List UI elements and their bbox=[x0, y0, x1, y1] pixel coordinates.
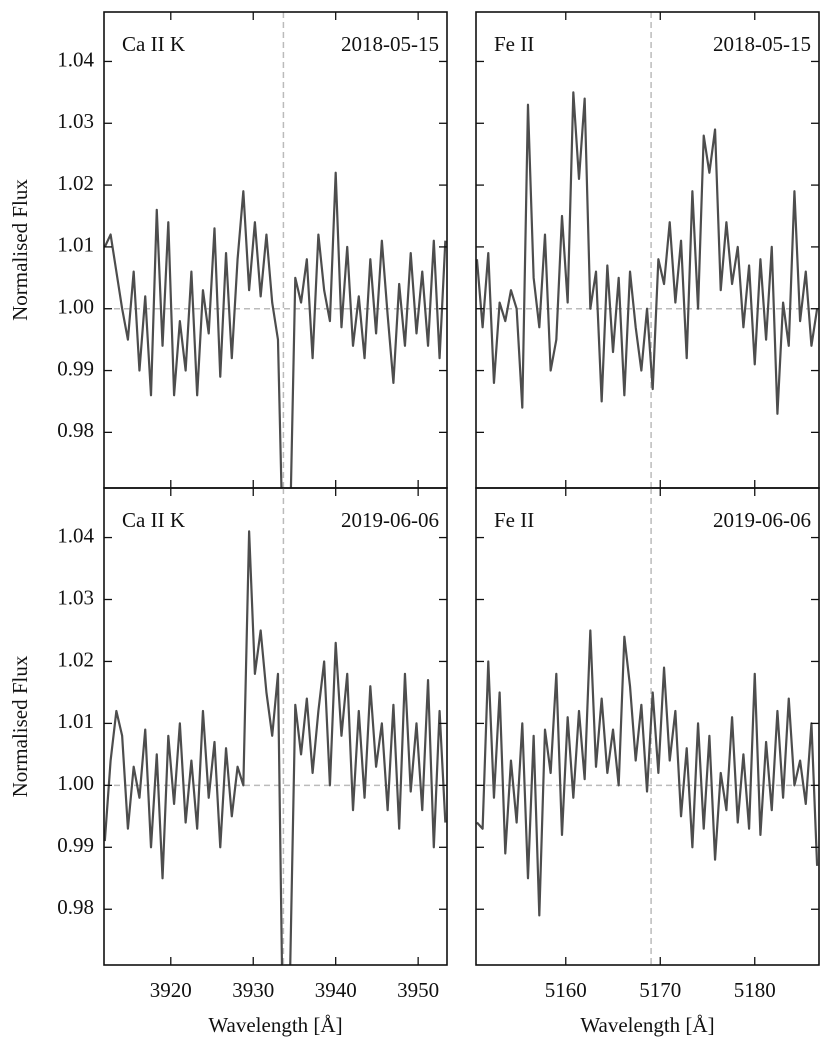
x-tick-label: 3920 bbox=[150, 978, 192, 1002]
y-tick-label: 1.02 bbox=[57, 171, 94, 195]
line-label: Ca II K bbox=[122, 32, 185, 56]
spectrum-line bbox=[476, 629, 819, 917]
axes-frame bbox=[475, 487, 820, 966]
x-tick-label: 3940 bbox=[315, 978, 357, 1002]
y-tick-label: 1.01 bbox=[57, 709, 94, 733]
y-tick-label: 0.98 bbox=[57, 418, 94, 442]
spectrum-line bbox=[104, 530, 447, 965]
axes-frame bbox=[103, 487, 448, 966]
y-tick-label: 0.98 bbox=[57, 895, 94, 919]
spectrum-line bbox=[104, 171, 447, 488]
y-tick-label: 1.00 bbox=[57, 295, 94, 319]
x-tick-label: 3950 bbox=[397, 978, 439, 1002]
x-tick-label: 3930 bbox=[232, 978, 274, 1002]
y-tick-label: 1.01 bbox=[57, 233, 94, 257]
date-label: 2018-05-15 bbox=[341, 32, 439, 56]
line-label: Fe II bbox=[494, 508, 534, 532]
x-tick-label: 5160 bbox=[545, 978, 587, 1002]
y-tick-label: 1.04 bbox=[57, 523, 94, 547]
spectrum-line bbox=[476, 91, 819, 415]
y-tick-label: 1.02 bbox=[57, 647, 94, 671]
date-label: 2018-05-15 bbox=[713, 32, 811, 56]
y-axis-label: Normalised Flux bbox=[8, 179, 32, 321]
y-tick-label: 0.99 bbox=[57, 833, 94, 857]
y-tick-label: 1.04 bbox=[57, 47, 94, 71]
y-axis-label: Normalised Flux bbox=[8, 655, 32, 797]
y-tick-label: 1.03 bbox=[57, 109, 94, 133]
x-tick-label: 5180 bbox=[734, 978, 776, 1002]
x-tick-label: 5170 bbox=[639, 978, 681, 1002]
y-tick-label: 1.00 bbox=[57, 771, 94, 795]
date-label: 2019-06-06 bbox=[341, 508, 439, 532]
axes-frame bbox=[475, 11, 820, 489]
line-label: Fe II bbox=[494, 32, 534, 56]
y-tick-label: 0.99 bbox=[57, 356, 94, 380]
line-label: Ca II K bbox=[122, 508, 185, 532]
x-axis-label: Wavelength [Å] bbox=[208, 1013, 342, 1037]
date-label: 2019-06-06 bbox=[713, 508, 811, 532]
y-tick-label: 1.03 bbox=[57, 585, 94, 609]
x-axis-label: Wavelength [Å] bbox=[580, 1013, 714, 1037]
